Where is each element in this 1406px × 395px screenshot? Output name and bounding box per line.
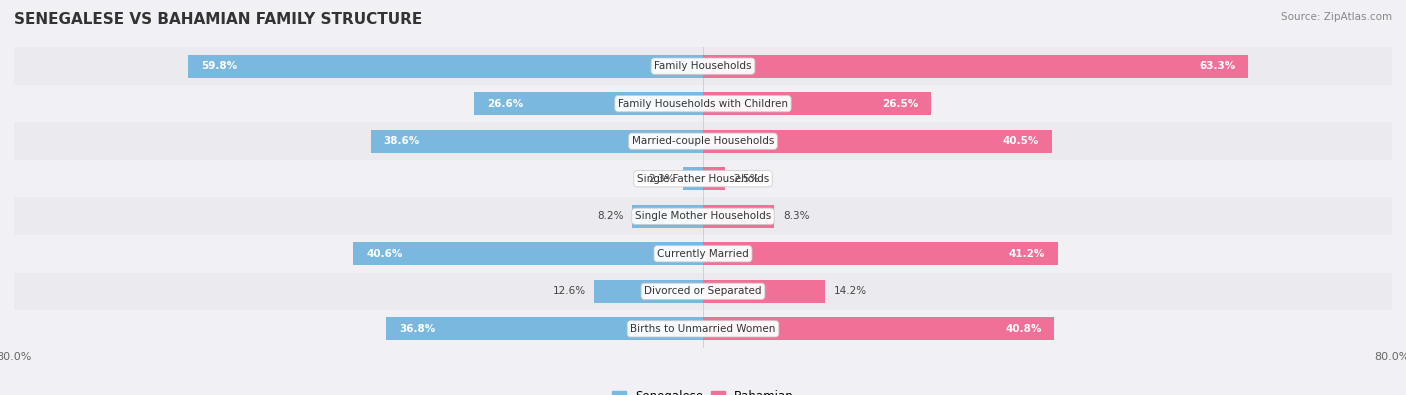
Bar: [683, 167, 703, 190]
Text: 40.5%: 40.5%: [1002, 136, 1039, 146]
Bar: [14, 85, 1392, 122]
Text: Currently Married: Currently Married: [657, 249, 749, 259]
Bar: [703, 92, 931, 115]
Text: 36.8%: 36.8%: [399, 324, 436, 334]
Text: 2.3%: 2.3%: [648, 174, 675, 184]
Text: 41.2%: 41.2%: [1008, 249, 1045, 259]
Text: 12.6%: 12.6%: [553, 286, 586, 296]
Text: Married-couple Households: Married-couple Households: [631, 136, 775, 146]
Bar: [703, 55, 1249, 78]
Text: Divorced or Separated: Divorced or Separated: [644, 286, 762, 296]
Text: Family Households: Family Households: [654, 61, 752, 71]
Text: 38.6%: 38.6%: [384, 136, 420, 146]
Text: Source: ZipAtlas.com: Source: ZipAtlas.com: [1281, 12, 1392, 22]
Text: 26.6%: 26.6%: [486, 99, 523, 109]
Bar: [633, 205, 703, 228]
Text: 8.3%: 8.3%: [783, 211, 810, 221]
Bar: [14, 310, 1392, 348]
Text: Single Mother Households: Single Mother Households: [636, 211, 770, 221]
Bar: [703, 242, 1057, 265]
Bar: [703, 130, 1052, 153]
Bar: [703, 205, 775, 228]
Text: 40.6%: 40.6%: [367, 249, 402, 259]
Bar: [387, 317, 703, 340]
Bar: [703, 317, 1054, 340]
Text: Family Households with Children: Family Households with Children: [619, 99, 787, 109]
Bar: [703, 167, 724, 190]
Bar: [14, 273, 1392, 310]
Text: 8.2%: 8.2%: [598, 211, 624, 221]
Bar: [595, 280, 703, 303]
Text: 59.8%: 59.8%: [201, 61, 238, 71]
Bar: [188, 55, 703, 78]
Text: Births to Unmarried Women: Births to Unmarried Women: [630, 324, 776, 334]
Text: Single Father Households: Single Father Households: [637, 174, 769, 184]
Text: 2.5%: 2.5%: [733, 174, 759, 184]
Bar: [14, 235, 1392, 273]
Text: SENEGALESE VS BAHAMIAN FAMILY STRUCTURE: SENEGALESE VS BAHAMIAN FAMILY STRUCTURE: [14, 12, 422, 27]
Text: 63.3%: 63.3%: [1199, 61, 1236, 71]
Bar: [474, 92, 703, 115]
Bar: [14, 47, 1392, 85]
Bar: [14, 198, 1392, 235]
Bar: [353, 242, 703, 265]
Bar: [14, 122, 1392, 160]
Bar: [703, 280, 825, 303]
Text: 14.2%: 14.2%: [834, 286, 868, 296]
Legend: Senegalese, Bahamian: Senegalese, Bahamian: [607, 385, 799, 395]
Bar: [371, 130, 703, 153]
Text: 40.8%: 40.8%: [1005, 324, 1042, 334]
Bar: [14, 160, 1392, 198]
Text: 26.5%: 26.5%: [882, 99, 918, 109]
